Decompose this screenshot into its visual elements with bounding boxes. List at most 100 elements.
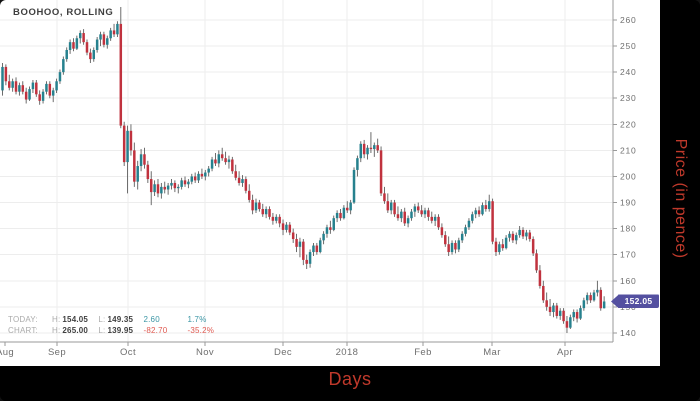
candle-body — [234, 171, 237, 178]
candle-body — [457, 240, 461, 250]
candle-body — [440, 227, 444, 236]
candle-body — [231, 159, 234, 172]
candle-body — [28, 89, 31, 100]
candle-body — [48, 83, 52, 96]
symbol-label: BOOHOO, ROLLING — [13, 7, 114, 18]
candle-body — [383, 193, 386, 202]
candle-body — [89, 52, 92, 60]
candle-body — [247, 190, 251, 200]
candle-body — [281, 223, 285, 230]
candle-body — [437, 216, 440, 228]
svg-text:Nov: Nov — [196, 347, 214, 358]
candle-body — [288, 224, 292, 233]
candle-body — [183, 180, 187, 185]
stats-row-chart: CHART: H: 265.00 L: 139.95 -82.70 -35.2% — [8, 325, 227, 336]
bottom-axis-strip: Days — [0, 366, 700, 401]
chart-panel: 260250240230220210200190180170160150140A… — [0, 0, 660, 366]
candle-body — [322, 233, 325, 241]
candle-body — [75, 38, 79, 49]
candle-body — [187, 181, 190, 185]
candle-body — [562, 310, 565, 322]
candle-body — [504, 237, 508, 249]
candle-body — [572, 312, 575, 318]
candle-body — [528, 232, 532, 240]
candle-body — [126, 130, 129, 163]
candle-body — [261, 209, 265, 215]
candle-body — [450, 242, 454, 253]
candle-body — [515, 235, 518, 241]
axis-lines — [0, 0, 617, 346]
today-label: TODAY: — [8, 315, 38, 324]
candle-body — [511, 233, 515, 241]
candle-body — [244, 179, 248, 191]
svg-text:240: 240 — [620, 67, 637, 77]
candle-body — [430, 216, 434, 221]
gridlines — [0, 0, 613, 342]
svg-text:260: 260 — [620, 15, 637, 25]
candle-body — [291, 232, 295, 240]
candle-body — [166, 185, 170, 190]
candle-body — [102, 34, 106, 45]
candle-body — [565, 321, 569, 328]
candle-body — [227, 159, 231, 163]
candle-body — [271, 216, 275, 221]
candle-body — [589, 295, 592, 301]
y-axis-title: Price (in pence) — [672, 138, 689, 259]
candle-body — [346, 207, 349, 211]
price-chart[interactable]: 260250240230220210200190180170160150140A… — [0, 0, 660, 366]
candle-body — [521, 229, 525, 237]
candle-body — [163, 186, 166, 190]
candle-body — [65, 49, 68, 60]
candle-body — [329, 227, 332, 230]
candle-body — [112, 30, 116, 35]
candle-body — [116, 23, 119, 35]
candle-body — [193, 176, 197, 181]
candle-body — [298, 241, 302, 247]
candle-body — [325, 227, 329, 234]
candle-body — [376, 145, 379, 151]
svg-text:220: 220 — [620, 119, 637, 129]
candle-body — [21, 85, 25, 92]
candle-body — [51, 90, 55, 96]
candle-body — [133, 150, 136, 182]
candle-body — [339, 212, 342, 219]
svg-text:Feb: Feb — [414, 347, 432, 358]
candle-body — [444, 235, 447, 245]
candle-body — [477, 210, 481, 215]
chart-label: CHART: — [8, 326, 38, 335]
candle-body — [545, 300, 548, 307]
candle-body — [454, 242, 457, 250]
candle-body — [582, 300, 586, 309]
candle-body — [41, 91, 45, 101]
svg-text:190: 190 — [620, 198, 637, 208]
candle-body — [224, 158, 227, 163]
candle-body — [153, 184, 156, 193]
svg-text:230: 230 — [620, 93, 637, 103]
candle-body — [423, 210, 427, 215]
stats-panel: TODAY: H: 154.05 L: 149.35 2.60 1.7% CHA… — [8, 314, 227, 336]
svg-text:Mar: Mar — [483, 347, 501, 358]
candle-body — [62, 59, 65, 73]
candle-body — [72, 42, 75, 49]
candle-body — [318, 240, 322, 253]
candle-body — [487, 201, 491, 210]
candle-body — [342, 207, 346, 219]
candle-body — [11, 81, 14, 88]
candle-body — [170, 182, 173, 186]
candle-body — [484, 205, 488, 210]
candle-body — [122, 125, 126, 163]
candle-body — [552, 305, 555, 313]
today-low-value: 149.35 — [107, 315, 134, 324]
candle-body — [569, 317, 572, 328]
candle-body — [359, 143, 363, 159]
candle-body — [220, 154, 224, 159]
chart-change-pct: -35.2% — [187, 326, 215, 335]
candle-body — [55, 81, 58, 91]
today-high-value: 154.05 — [62, 315, 89, 324]
candle-body — [173, 182, 177, 189]
candle-body — [494, 241, 498, 253]
candle-body — [332, 218, 335, 230]
svg-text:210: 210 — [620, 145, 637, 155]
candle-body — [31, 82, 35, 90]
candle-body — [599, 289, 603, 309]
